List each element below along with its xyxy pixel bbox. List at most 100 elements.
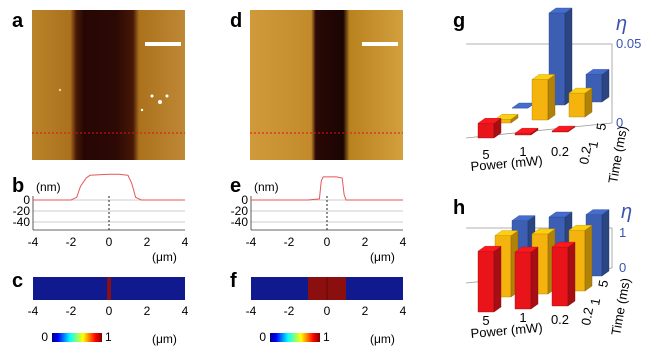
colorbar-c: 0 1 (41, 330, 112, 344)
bar-g-t1-p0.2 (568, 87, 593, 118)
panel-label-g: g (453, 10, 465, 32)
x-tick-e-0: -4 (246, 235, 257, 249)
x-tick-e-2: 0 (324, 235, 331, 249)
bar-front (514, 251, 532, 310)
profile-line-e (251, 176, 403, 201)
power-label-g: Power (mW) (470, 153, 543, 174)
bar-h-t0.2-p0.2 (551, 241, 576, 307)
y-tick-e-0: 0 (241, 193, 248, 207)
y-tick-e-1: -20 (231, 204, 249, 218)
x-tick-e-4: 4 (400, 235, 407, 249)
x-tick-c-1: -2 (66, 304, 77, 318)
bar-top (514, 127, 539, 134)
simulation-map-c: -4 -2 0 2 4 (μm) 0 1 (28, 277, 189, 346)
bar-top (551, 241, 576, 248)
bars-h (477, 209, 610, 313)
bar-chart-g: η 0.05 0 5 1 0.2 Power (mW) 0.2 1 5 Time… (465, 7, 641, 185)
bar-front (514, 132, 532, 136)
x-tick-b-4: 4 (182, 235, 189, 249)
bar-front (477, 250, 495, 313)
bar-front (551, 246, 569, 307)
x-tick-b-1: -2 (66, 235, 77, 249)
bar-top (548, 211, 573, 218)
bar-g-t1-p1 (531, 74, 556, 121)
x-tick-e-1: -2 (284, 235, 295, 249)
bar-front (568, 92, 586, 118)
x-unit-b: (μm) (152, 250, 177, 264)
bar-front (531, 79, 549, 121)
bar-top (568, 224, 593, 231)
z-tick-g-1: 0.05 (616, 36, 641, 51)
bar-front (477, 123, 495, 139)
x-tick-f-0: -4 (246, 304, 257, 318)
panel-label-a: a (12, 10, 24, 32)
bar-side (584, 224, 593, 292)
panel-label-b: b (12, 175, 24, 197)
power-tick-h-1: 1 (519, 310, 526, 325)
bar-side (493, 245, 502, 313)
bar-side (530, 246, 539, 310)
bar-side (547, 74, 556, 121)
bar-top (514, 246, 539, 253)
x-tick-f-3: 2 (362, 304, 369, 318)
time-tick-g-2: 5 (593, 122, 609, 132)
sim-feature-c (107, 277, 111, 300)
z-tick-h-0: 0 (619, 260, 626, 275)
power-tick-g-1: 1 (519, 144, 526, 159)
colorbar-min-c: 0 (41, 330, 48, 344)
time-label-h: Time (ms) (608, 277, 633, 337)
z-tick-g-0: 0 (616, 115, 623, 130)
eta-label-g: η (616, 13, 627, 35)
bar-top (531, 74, 556, 80)
x-unit-c: (μm) (152, 332, 177, 346)
x-tick-c-0: -4 (28, 304, 39, 318)
power-tick-h-0: 5 (482, 313, 489, 328)
x-tick-c-4: 4 (182, 304, 189, 318)
panel-label-f: f (230, 270, 237, 292)
time-tick-h-1: 1 (587, 297, 603, 307)
x-tick-f-2: 0 (324, 304, 331, 318)
scale-bar-a (145, 42, 181, 46)
x-tick-c-3: 2 (144, 304, 151, 318)
x-unit-f: (μm) (370, 332, 395, 346)
time-tick-h-2: 5 (595, 279, 611, 289)
profile-line-b (33, 173, 185, 201)
x-tick-f-1: -2 (284, 304, 295, 318)
x-tick-b-3: 2 (144, 235, 151, 249)
power-tick-g-2: 0.2 (551, 144, 569, 159)
time-tick-h-0: 0.2 (578, 306, 596, 326)
y-tick-b-0: 0 (23, 193, 30, 207)
bar-top (477, 245, 502, 252)
bar-side (564, 7, 573, 106)
bar-g-t5-p5 (511, 102, 536, 109)
bar-top (477, 118, 502, 124)
bar-top (531, 228, 556, 235)
bar-top (585, 69, 610, 75)
bar-top (585, 209, 610, 215)
bar-chart-h: η 1 0 5 1 0.2 Power (mW) 0.2 1 5 Time (m… (465, 201, 633, 341)
y-tick-e-2: -40 (231, 215, 249, 229)
time-tick-g-0: 0.2 (576, 145, 594, 165)
time-label-g: Time (ms) (605, 125, 630, 185)
time-tick-g-1: 1 (585, 140, 601, 150)
y-tick-b-1: -20 (13, 204, 31, 218)
panel-label-h: h (453, 197, 465, 219)
bar-top (494, 114, 519, 120)
bar-g-t0.2-p0.2 (551, 125, 576, 133)
profile-unit-e: (nm) (254, 180, 279, 194)
profile-plot-b: (nm) 0 -20 -40 -4 -2 0 2 4 (μm) (13, 173, 189, 264)
bar-g-t5-p1 (548, 7, 573, 106)
afm-image-d (250, 10, 403, 160)
x-tick-f-4: 4 (400, 304, 407, 318)
bar-g-t0.2-p1 (514, 127, 539, 136)
bar-side (601, 69, 610, 103)
colorbar-f: 0 1 (259, 330, 330, 344)
bar-side (567, 241, 576, 307)
panel-label-c: c (12, 270, 23, 292)
bar-top (548, 7, 573, 14)
panel-label-e: e (230, 175, 241, 197)
bar-top (511, 215, 536, 221)
power-tick-g-0: 5 (482, 147, 489, 162)
x-tick-b-2: 0 (106, 235, 113, 249)
